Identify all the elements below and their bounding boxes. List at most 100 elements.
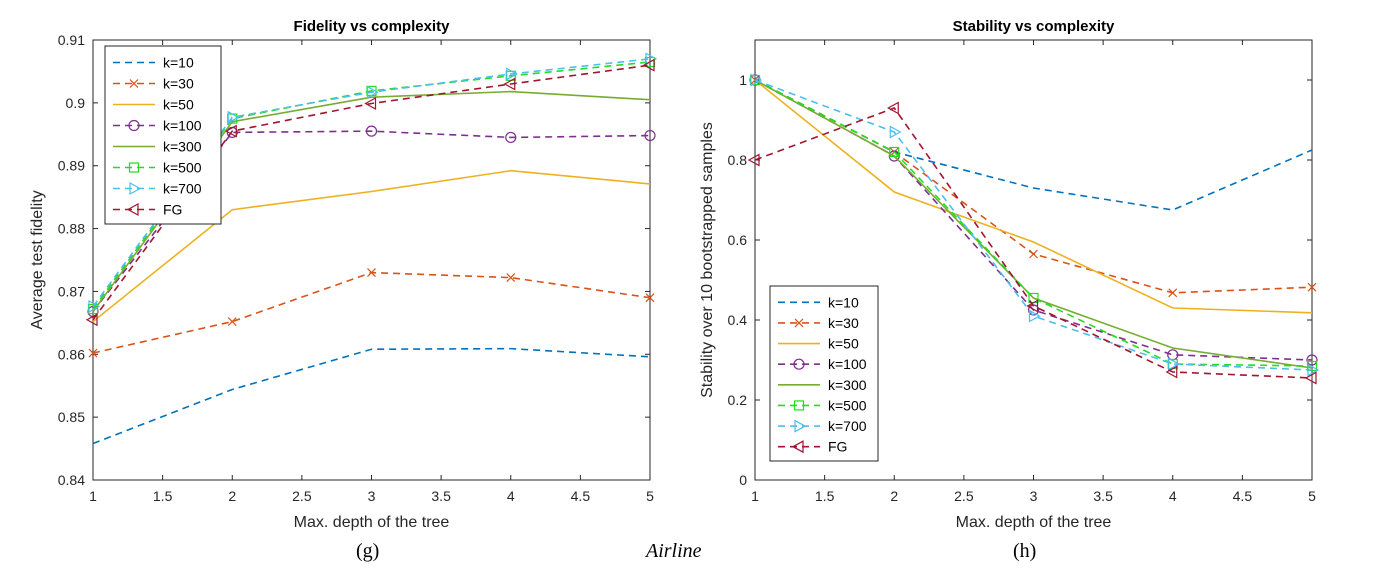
x-axis-label: Max. depth of the tree xyxy=(294,514,450,531)
data-point xyxy=(1028,309,1041,323)
series-k=10 xyxy=(754,79,1313,211)
y-tick-label: 0.87 xyxy=(58,283,85,299)
data-point xyxy=(85,313,98,327)
data-point xyxy=(366,85,379,99)
x-tick-label: 3 xyxy=(1030,488,1038,504)
legend-label: k=500 xyxy=(828,397,867,413)
series-line xyxy=(754,79,1313,314)
chart-2: 1 1.5 2 2.5 3 3.5 4 4.5 5 0 0.2 0.4 0.6 0.8 1 Stability… xyxy=(699,18,1320,531)
legend-marker xyxy=(126,202,139,217)
caption-g: (g) xyxy=(356,540,380,562)
data-point xyxy=(225,124,237,138)
legend-marker xyxy=(128,162,140,173)
y-tick-label: 0.88 xyxy=(58,221,85,237)
y-tick-label: 0.89 xyxy=(58,158,85,174)
legend-label: k=50 xyxy=(163,97,194,113)
y-tick-label: 0.8 xyxy=(728,152,748,168)
legend: k=10 k=30 k=50 k=100 k=300 k=500 k=700 FG xyxy=(769,285,879,462)
series-line xyxy=(754,79,1313,211)
legend-marker xyxy=(129,79,139,88)
x-tick-label: 1.5 xyxy=(815,488,835,504)
series-line xyxy=(92,130,651,313)
data-point xyxy=(1306,354,1318,366)
legend-marker xyxy=(793,400,805,411)
legend-label: k=700 xyxy=(828,418,867,434)
y-axis-label: Average test fidelity xyxy=(29,190,46,329)
data-point xyxy=(750,73,763,87)
series-line xyxy=(754,79,1313,369)
series-k=50 xyxy=(754,79,1313,314)
data-point xyxy=(1029,249,1038,259)
data-point xyxy=(506,67,518,81)
legend-label: k=100 xyxy=(828,356,867,372)
legend: k=10 k=30 k=50 k=100 k=300 k=500 k=700 FG xyxy=(104,45,222,225)
x-tick-label: 1 xyxy=(89,488,97,504)
legend-marker xyxy=(129,181,142,196)
x-tick-label: 3.5 xyxy=(431,488,451,504)
legend-box xyxy=(769,285,879,462)
data-point xyxy=(889,125,902,139)
series-line xyxy=(92,347,651,445)
legend-label: k=30 xyxy=(828,315,859,331)
chart-title: Fidelity vs complexity xyxy=(294,18,451,35)
data-point xyxy=(1304,371,1317,385)
data-point xyxy=(1165,365,1178,379)
legend-box xyxy=(104,45,222,225)
legend-label: k=100 xyxy=(163,118,202,134)
legend-label: k=50 xyxy=(828,336,859,352)
legend-label: FG xyxy=(828,439,847,455)
caption-dataset: Airline xyxy=(646,540,702,562)
series-line xyxy=(754,79,1313,361)
data-point xyxy=(364,96,377,111)
legend-marker xyxy=(794,419,807,433)
data-point xyxy=(503,77,516,91)
legend-label: k=300 xyxy=(828,377,867,393)
series-k=50 xyxy=(92,169,651,323)
chart-title: Stability vs complexity xyxy=(953,18,1115,35)
y-tick-label: 0.85 xyxy=(58,409,85,425)
y-tick-label: 1 xyxy=(739,72,747,88)
series-k=30 xyxy=(88,268,655,358)
data-point xyxy=(505,131,517,144)
legend-label: k=300 xyxy=(163,139,202,155)
data-point xyxy=(1026,299,1039,313)
legend-marker xyxy=(128,119,140,132)
x-tick-label: 3.5 xyxy=(1093,488,1113,504)
data-point xyxy=(887,101,899,115)
series-k=10 xyxy=(92,347,651,445)
y-tick-label: 0 xyxy=(739,472,747,488)
x-tick-label: 2.5 xyxy=(954,488,974,504)
data-point xyxy=(506,273,516,283)
y-tick-label: 0.91 xyxy=(58,32,85,48)
y-tick-label: 0.4 xyxy=(728,312,748,328)
legend-label: FG xyxy=(163,202,182,218)
y-tick-label: 0.2 xyxy=(728,392,748,408)
series-line xyxy=(754,107,1313,379)
legend-label: k=700 xyxy=(163,181,202,197)
legend-marker xyxy=(793,358,805,370)
x-tick-label: 4.5 xyxy=(571,488,591,504)
y-axis-label: Stability over 10 bootstrapped samples xyxy=(699,122,716,398)
x-tick-label: 2 xyxy=(890,488,898,504)
data-point xyxy=(645,293,655,303)
data-point xyxy=(88,348,98,358)
x-tick-label: 3 xyxy=(368,488,376,504)
data-point xyxy=(889,146,900,158)
legend-label: k=500 xyxy=(163,160,202,176)
x-tick-label: 4 xyxy=(1169,488,1177,504)
legend-marker xyxy=(791,440,804,454)
data-point xyxy=(747,153,760,167)
y-tick-label: 0.6 xyxy=(728,232,748,248)
data-point xyxy=(1168,288,1178,298)
data-point xyxy=(642,58,655,72)
caption-h: (h) xyxy=(1013,540,1037,562)
series-line xyxy=(92,169,651,323)
x-tick-label: 5 xyxy=(1308,488,1316,504)
data-point xyxy=(227,110,240,124)
data-point xyxy=(365,125,378,137)
x-tick-label: 1 xyxy=(751,488,759,504)
x-tick-label: 1.5 xyxy=(153,488,173,504)
series-FG xyxy=(747,101,1317,385)
data-point xyxy=(1307,363,1320,377)
series-line xyxy=(754,79,1313,371)
